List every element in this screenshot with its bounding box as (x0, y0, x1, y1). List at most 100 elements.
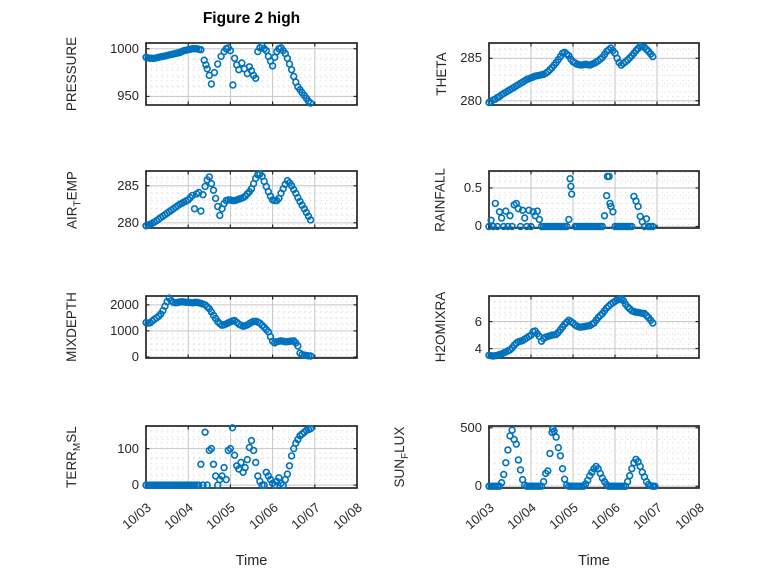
ylabel-text: AIR (64, 205, 79, 229)
marker (514, 456, 523, 464)
ylabel-subscript: F (399, 452, 411, 459)
marker (220, 463, 228, 472)
ylabel-text: MIXDEPTH (64, 292, 79, 362)
marker (228, 424, 237, 432)
marker (209, 460, 218, 468)
xtick-label-10-03: 10/03 (119, 499, 154, 533)
marker (202, 61, 210, 69)
marker (230, 54, 239, 62)
marker (512, 440, 520, 448)
marker (527, 222, 535, 231)
ytick-label-mixdepth: 1000 (110, 322, 139, 338)
ytick-label-sunflux: 0 (474, 478, 482, 494)
marker (207, 444, 216, 453)
marker (306, 216, 315, 224)
marker (516, 466, 525, 474)
ytick-label-airtemp: 280 (117, 214, 139, 230)
ylabel-text: H2OMIXRA (433, 291, 448, 363)
marker (226, 444, 235, 453)
marker (251, 458, 260, 467)
ytick-label-terrmsl: 100 (117, 440, 139, 456)
marker (539, 477, 548, 486)
marker (502, 207, 510, 215)
marker (520, 214, 529, 222)
marker (294, 342, 302, 350)
ylabel-subscript: M (71, 442, 83, 452)
marker (497, 214, 506, 222)
ytick-label-pressure: 1000 (110, 40, 139, 56)
marker (238, 59, 246, 67)
ylabel-terrmsl: TERRMSL (63, 396, 83, 518)
marker (651, 482, 659, 490)
data-series-pressure (142, 42, 315, 107)
plot-pressure (142, 42, 358, 107)
data-series-terrmsl (142, 424, 315, 489)
marker (649, 222, 657, 231)
ylabel-rainfall: RAINFALL (431, 141, 449, 258)
data-series-h2omixra (485, 294, 657, 360)
marker (554, 443, 563, 452)
marker (649, 319, 657, 327)
ytick-label-terrmsl: 0 (131, 477, 139, 493)
data-series-mixdepth (142, 294, 315, 360)
marker (216, 211, 224, 220)
marker (497, 478, 506, 487)
ytick-label-airtemp: 285 (117, 177, 139, 193)
plot-background (489, 43, 699, 105)
ytick-label-rainfall: 0 (474, 218, 482, 234)
marker (197, 45, 205, 54)
marker (566, 174, 574, 183)
marker (525, 206, 533, 214)
marker (556, 452, 565, 460)
ylabel-subscript: T (71, 199, 83, 206)
marker (205, 173, 214, 181)
axes-box (488, 42, 700, 106)
marker (567, 182, 575, 191)
marker (598, 222, 607, 231)
marker (535, 215, 544, 224)
x-axis-label-time: Time (235, 553, 268, 569)
plot-h2omixra (485, 294, 700, 360)
marker (197, 207, 205, 215)
ylabel-mixdepth: MIXDEPTH (63, 266, 81, 388)
xtick-label-10-04: 10/04 (504, 499, 539, 533)
xtick-label-10-07: 10/07 (288, 499, 323, 533)
marker (506, 211, 514, 220)
marker (514, 204, 523, 213)
ylabel-text: EMP (64, 170, 79, 200)
marker (508, 426, 516, 434)
xtick-label-10-04: 10/04 (161, 499, 197, 533)
plot-mixdepth (142, 294, 358, 360)
ylabel-pressure: PRESSURE (63, 13, 81, 135)
marker (558, 464, 567, 473)
marker (251, 74, 260, 82)
ytick-label-theta: 285 (460, 50, 482, 66)
data-series-airtemp (142, 170, 315, 230)
xtick-label-10-08: 10/08 (672, 499, 707, 533)
marker (203, 481, 211, 489)
xtick-label-10-03: 10/03 (462, 499, 497, 533)
axes-box (145, 170, 358, 229)
marker (609, 208, 617, 216)
marker (201, 182, 209, 191)
marker (211, 194, 220, 203)
marker (508, 222, 516, 231)
ytick-label-sunflux: 500 (460, 419, 482, 435)
marker (504, 446, 512, 454)
plot-airtemp (142, 170, 358, 230)
marker (207, 80, 216, 88)
marker (285, 462, 294, 470)
marker (602, 191, 611, 200)
marker (230, 451, 239, 459)
ylabel-airtemp: AIRTEMP (63, 141, 83, 258)
marker (642, 215, 651, 223)
plot-background (146, 171, 357, 228)
marker (546, 449, 554, 458)
plot-rainfall (485, 170, 700, 231)
marker (201, 428, 209, 436)
axes-box (488, 425, 700, 489)
marker (306, 99, 315, 107)
marker (199, 481, 207, 489)
marker (523, 222, 531, 231)
marker (195, 481, 203, 489)
